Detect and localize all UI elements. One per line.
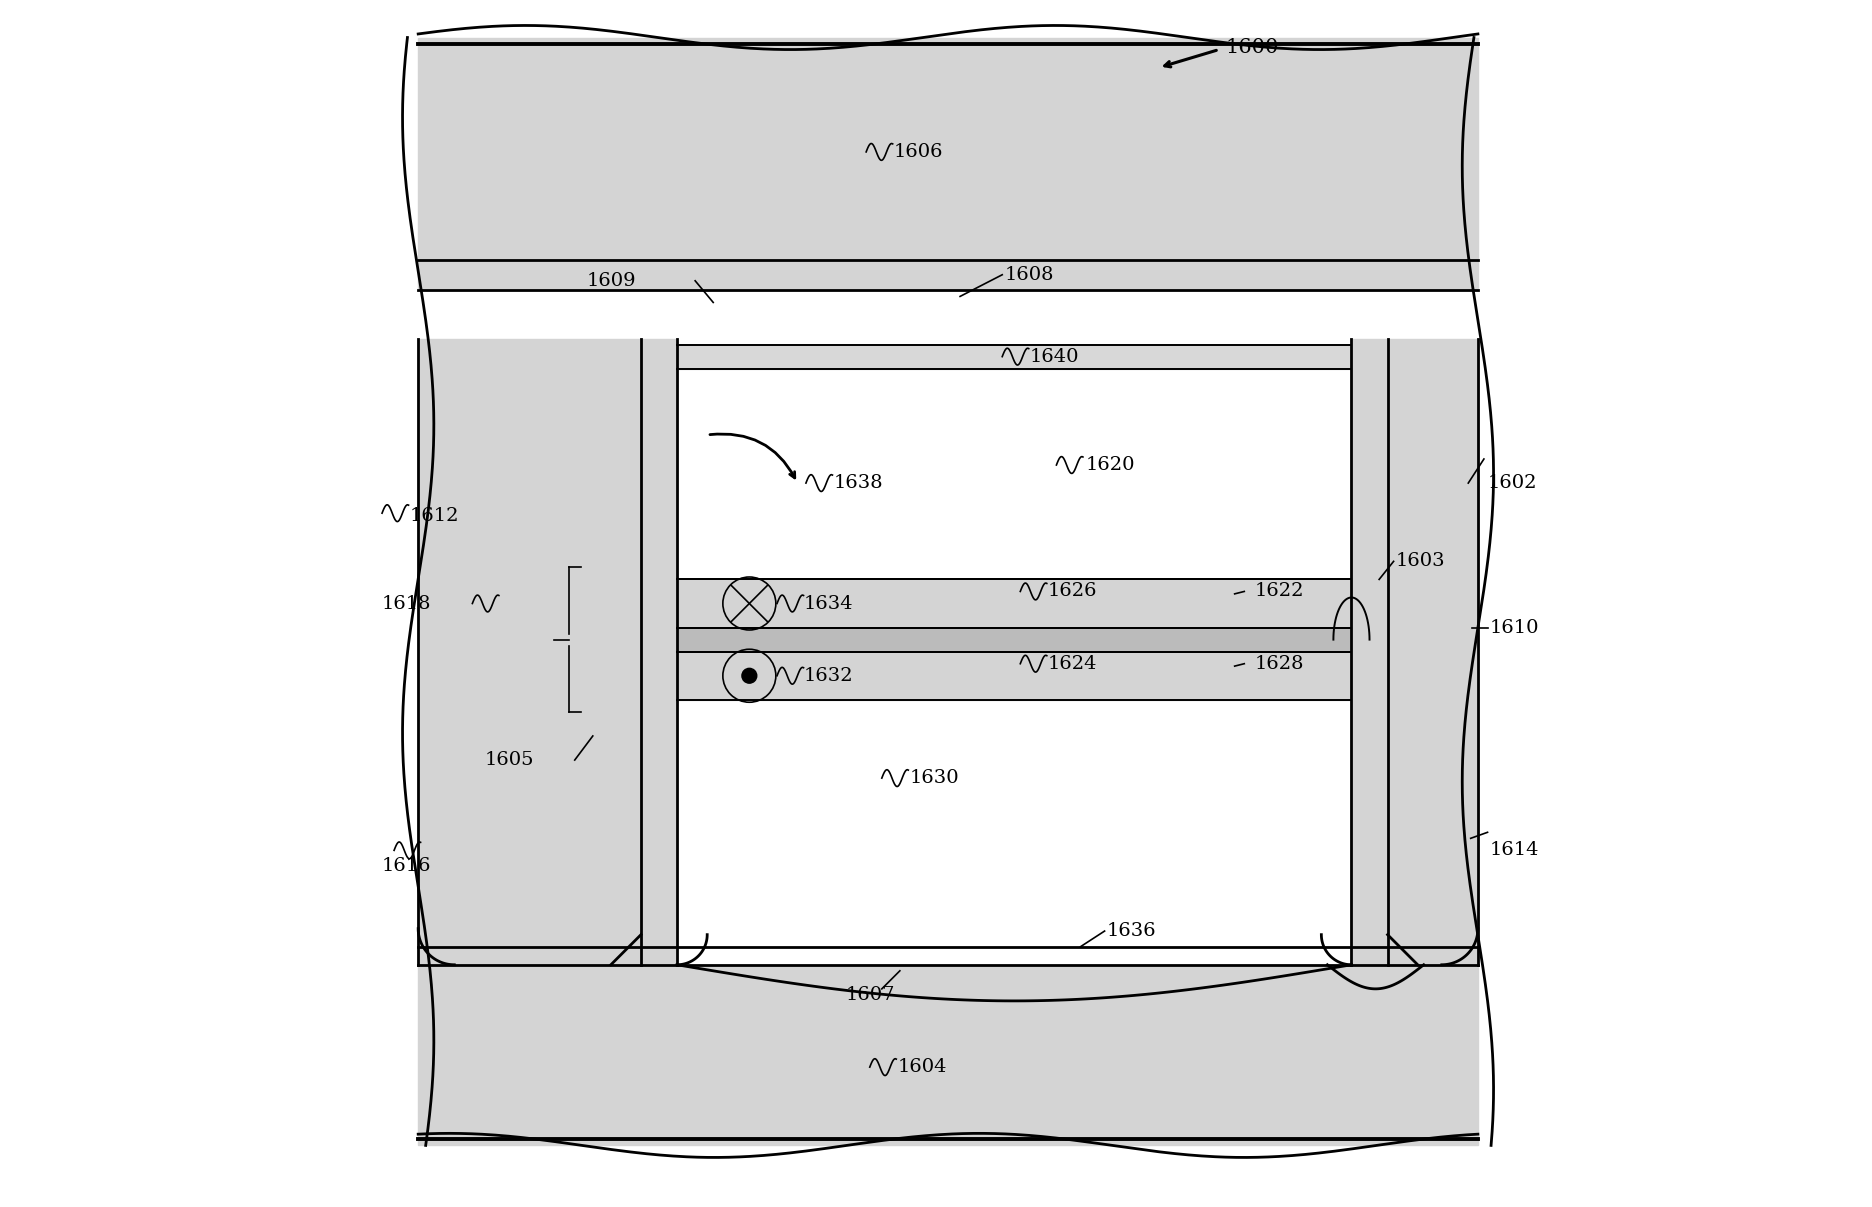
Text: 1632: 1632 [803,666,854,684]
Text: 1608: 1608 [1005,266,1054,284]
Text: 1638: 1638 [833,474,884,492]
Text: 1610: 1610 [1490,618,1539,636]
Polygon shape [678,628,1352,652]
Polygon shape [1352,339,1387,964]
Text: 1628: 1628 [1254,654,1305,672]
Text: 1606: 1606 [893,142,943,161]
Polygon shape [1387,339,1477,964]
Text: 1600: 1600 [1224,37,1279,57]
Text: 1622: 1622 [1254,583,1305,600]
Text: 1616: 1616 [382,857,432,875]
Polygon shape [417,339,640,964]
Polygon shape [678,344,1352,964]
Polygon shape [640,339,678,964]
Text: 1607: 1607 [846,986,895,1004]
Text: 1605: 1605 [485,751,534,769]
Text: 1612: 1612 [410,507,459,525]
Text: 1604: 1604 [897,1059,947,1077]
Polygon shape [417,964,1477,1145]
Text: 1602: 1602 [1488,474,1537,492]
Text: 1614: 1614 [1490,841,1539,859]
Circle shape [741,669,756,683]
Text: 1636: 1636 [1106,922,1157,940]
Polygon shape [678,579,1352,628]
Text: 1630: 1630 [910,769,958,787]
Text: 1634: 1634 [803,595,854,612]
Text: 1626: 1626 [1048,583,1097,600]
Text: 1624: 1624 [1048,654,1097,672]
Text: 1640: 1640 [1030,348,1080,366]
Text: 1603: 1603 [1397,553,1445,571]
Polygon shape [678,344,1352,368]
Text: 1609: 1609 [586,272,636,290]
Text: 1620: 1620 [1086,456,1134,474]
Text: 1618: 1618 [382,595,432,612]
Polygon shape [417,37,1477,291]
Polygon shape [678,652,1352,700]
